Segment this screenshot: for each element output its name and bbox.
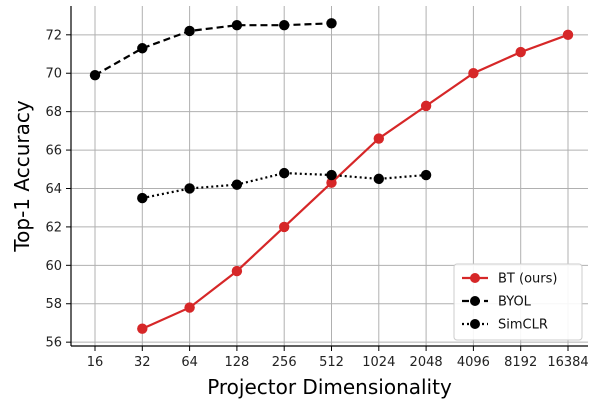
legend-label: BYOL [498, 295, 532, 310]
legend-box [453, 263, 583, 341]
x-axis-label: Projector Dimensionality [207, 375, 452, 399]
legend-item: BYOL [462, 295, 532, 310]
y-tick-label: 70 [45, 67, 62, 82]
x-tick-label: 16384 [547, 355, 588, 370]
data-point [515, 46, 526, 58]
x-tick-label: 64 [181, 355, 198, 370]
y-tick-label: 58 [45, 297, 62, 312]
series-simclr [137, 167, 432, 204]
x-tick-label: 256 [272, 355, 297, 370]
y-tick-label: 68 [45, 105, 62, 120]
legend-marker [470, 319, 480, 329]
legend-label: BT (ours) [498, 272, 557, 287]
data-point [420, 100, 432, 112]
x-tick-label: 128 [224, 355, 249, 370]
legend-item: BT (ours) [462, 272, 557, 287]
data-point [137, 43, 148, 54]
legend: BT (ours) BYOL SimCLR [453, 263, 583, 341]
data-point [137, 323, 148, 334]
legend-marker [470, 296, 480, 306]
y-tick-label: 72 [45, 28, 62, 43]
data-point [231, 179, 243, 190]
data-point [184, 302, 195, 313]
data-point [184, 25, 195, 37]
data-point [279, 221, 290, 233]
x-tick-label: 512 [319, 355, 344, 370]
data-point [326, 169, 337, 181]
y-tick-label: 66 [45, 144, 62, 159]
axes [70, 6, 588, 347]
data-point [562, 29, 574, 41]
legend-item: SimCLR [462, 318, 548, 333]
data-point [326, 177, 337, 188]
legend-label: SimCLR [498, 318, 548, 333]
data-point [373, 133, 384, 144]
data-point [184, 183, 195, 194]
data-point [468, 68, 479, 79]
data-point [279, 20, 290, 31]
series-line [141, 33, 569, 330]
y-axis-ticks: 56 58 60 62 64 66 68 70 72 [45, 28, 71, 351]
y-tick-label: 64 [45, 182, 62, 197]
data-point [326, 18, 337, 29]
series-line [94, 22, 332, 77]
x-tick-label: 2048 [410, 355, 443, 370]
x-tick-label: 8192 [504, 355, 537, 370]
y-axis-label: Top-1 Accuracy [10, 100, 34, 253]
x-axis-ticks: 16 32 64 128 256 512 1024 2048 4096 8192 16384 [87, 346, 589, 370]
y-tick-label: 56 [45, 336, 62, 351]
x-tick-label: 32 [134, 355, 151, 370]
series-byol [89, 18, 337, 81]
data-point [231, 265, 243, 277]
data-point [137, 192, 148, 204]
x-tick-label: 16 [87, 355, 104, 370]
series-group [89, 18, 574, 334]
series-bt-ours [137, 29, 574, 334]
legend-marker [470, 273, 480, 283]
data-point [279, 167, 290, 179]
x-tick-label: 4096 [457, 355, 490, 370]
data-point [231, 20, 243, 31]
x-tick-label: 1024 [362, 355, 395, 370]
data-point [373, 173, 384, 185]
data-point [420, 169, 432, 181]
y-tick-label: 62 [45, 220, 62, 235]
data-point [89, 69, 101, 81]
y-tick-label: 60 [45, 259, 62, 274]
